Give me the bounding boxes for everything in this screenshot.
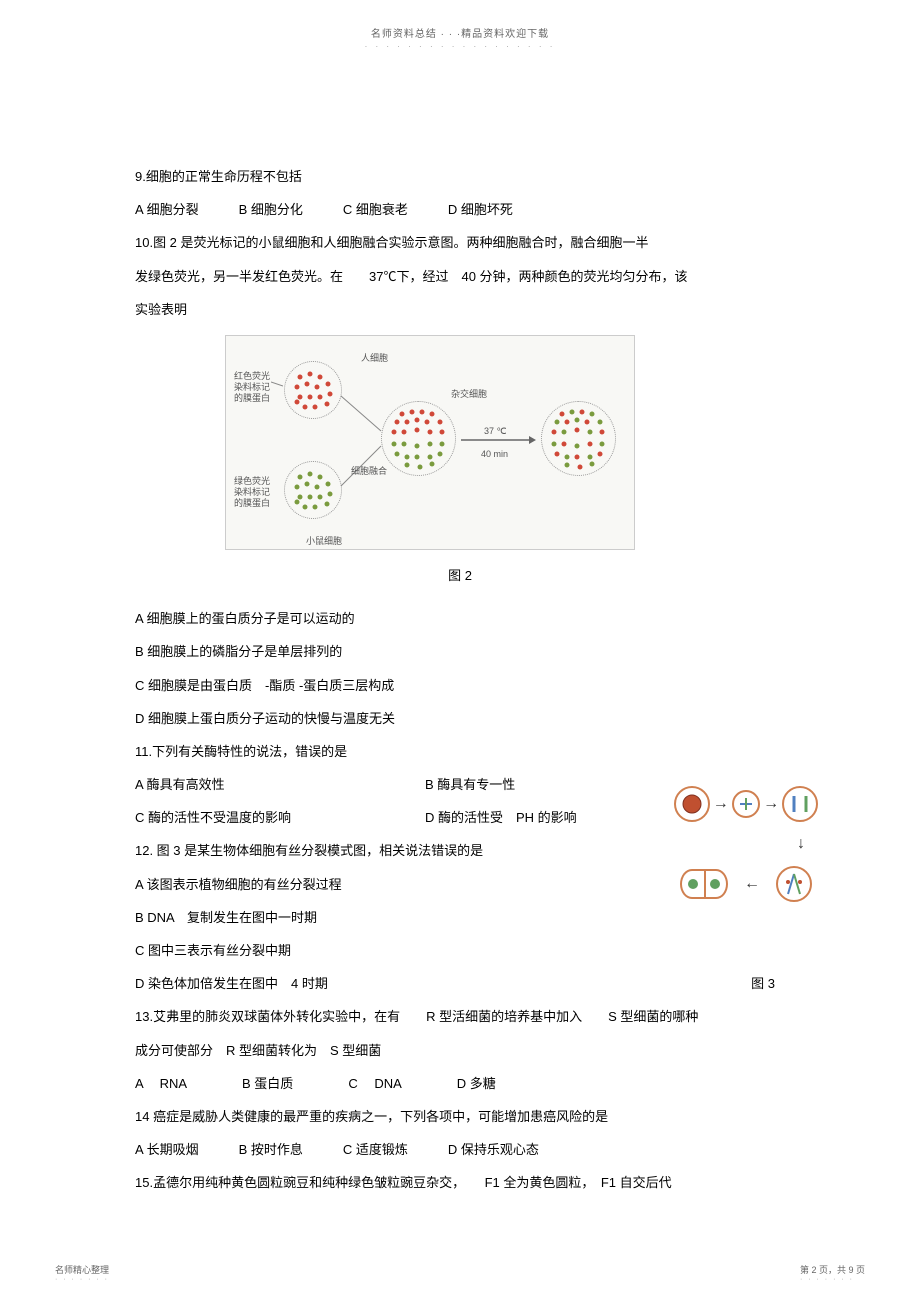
- fig2-mouse-cell: [284, 461, 342, 519]
- fig3-cell3: [782, 786, 818, 822]
- q10-optD: D 细胞膜上蛋白质分子运动的快慢与温度无关: [135, 703, 785, 734]
- fig2-human-dots: [285, 362, 343, 420]
- fig2-human-cell: [284, 361, 342, 419]
- footer-left-text: 名师精心整理: [55, 1263, 109, 1276]
- fig2-green-label: 绿色荧光 染料标记 的膜蛋白: [234, 476, 270, 508]
- q11-optA: A 酶具有高效性: [135, 769, 425, 800]
- header-dots: · · · · · · · · · · · · · · · · · ·: [0, 42, 920, 51]
- fig3-row1: → →: [672, 773, 820, 835]
- figure-3: → → ↓ ←: [672, 773, 820, 908]
- q13-line2: 成分可使部分 R 型细菌转化为 S 型细菌: [135, 1035, 785, 1066]
- q11-optD: D 酶的活性受 PH 的影响: [425, 802, 577, 833]
- fig2-hybrid-cell: [381, 401, 456, 476]
- fig3-down-arrow: ↓: [672, 835, 820, 853]
- figure2-caption: 图 2: [135, 560, 785, 591]
- q13-optB: B 蛋白质: [242, 1068, 293, 1099]
- q14-options: A 长期吸烟 B 按时作息 C 适度锻炼 D 保持乐观心态: [135, 1134, 785, 1165]
- fig2-mixed-dots: [542, 402, 617, 477]
- fig3-cell1: [674, 786, 710, 822]
- fig3-arrow1: →: [713, 795, 729, 813]
- fig2-red-line: [271, 376, 283, 388]
- document-content: 9.细胞的正常生命历程不包括 A 细胞分裂 B 细胞分化 C 细胞衰老 D 细胞…: [0, 51, 920, 1199]
- q11-optC: C 酶的活性不受温度的影响: [135, 802, 425, 833]
- fig3-c5b-svg: [706, 871, 726, 897]
- q12-row-d: D 染色体加倍发生在图中 4 时期 图 3: [135, 968, 785, 999]
- figure-2: 人细胞 红色荧光 染料标记 的膜蛋白 杂交细胞: [225, 335, 635, 550]
- fig2-mouse-dots: [285, 462, 343, 520]
- q13-optC: C DNA: [348, 1068, 401, 1099]
- q9-text: 9.细胞的正常生命历程不包括: [135, 161, 785, 192]
- q12-optC: C 图中三表示有丝分裂中期: [135, 935, 785, 966]
- q13-options: A RNA B 蛋白质 C DNA D 多糖: [135, 1068, 785, 1099]
- q9-optA: A 细胞分裂: [135, 194, 199, 225]
- q10-optB: B 细胞膜上的磷脂分子是单层排列的: [135, 636, 785, 667]
- footer-left-dots: · · · · · · ·: [55, 1276, 109, 1283]
- fig3-arrow2: →: [763, 795, 779, 813]
- fig2-fusion-label: 细胞融合: [351, 461, 387, 483]
- footer-right-text: 第 2 页，共 9 页: [800, 1263, 865, 1276]
- fig3-cell5b: [704, 869, 728, 899]
- fig3-arrow3: ←: [744, 875, 760, 893]
- footer-right: 第 2 页，共 9 页 · · · · · · ·: [800, 1263, 865, 1283]
- q14-text: 14 癌症是威胁人类健康的最严重的疾病之一，下列各项中，可能增加患癌风险的是: [135, 1101, 785, 1132]
- q10-line3: 实验表明: [135, 294, 785, 325]
- q12-optD: D 染色体加倍发生在图中 4 时期: [135, 968, 328, 999]
- q11-optB: B 酶具有专一性: [425, 769, 515, 800]
- fig3-row2: ←: [672, 853, 820, 915]
- fig2-red-label: 红色荧光 染料标记 的膜蛋白: [234, 371, 270, 403]
- footer-right-dots: · · · · · · ·: [800, 1276, 865, 1283]
- fig2-line-top: [336, 391, 386, 441]
- q9-options: A 细胞分裂 B 细胞分化 C 细胞衰老 D 细胞坏死: [135, 194, 785, 225]
- fig3-cell5-pair: [680, 869, 728, 899]
- q9-optB: B 细胞分化: [239, 194, 303, 225]
- fig2-mixed-cell: [541, 401, 616, 476]
- fig3-c1-svg: [676, 788, 708, 820]
- fig3-c5a-svg: [682, 871, 702, 897]
- fig3-c4-svg: [778, 868, 810, 900]
- fig3-cell5a: [680, 869, 704, 899]
- q10-optC: C 细胞膜是由蛋白质 -酯质 -蛋白质三层构成: [135, 670, 785, 701]
- q14-optC: C 适度锻炼: [343, 1134, 408, 1165]
- q10-line1: 10.图 2 是荧光标记的小鼠细胞和人细胞融合实验示意图。两种细胞融合时，融合细…: [135, 227, 785, 258]
- fig2-hybrid-dots: [382, 402, 457, 477]
- q10-line2: 发绿色荧光，另一半发红色荧光。在 37℃下，经过 40 分钟，两种颜色的荧光均匀…: [135, 261, 785, 292]
- q13-optD: D 多糖: [457, 1068, 496, 1099]
- q11-text: 11.下列有关酶特性的说法，错误的是: [135, 736, 785, 767]
- q10-optA: A 细胞膜上的蛋白质分子是可以运动的: [135, 603, 785, 634]
- footer-left: 名师精心整理 · · · · · · ·: [55, 1263, 109, 1283]
- fig3-c2-svg: [734, 792, 758, 816]
- q14-optD: D 保持乐观心态: [448, 1134, 539, 1165]
- fig3-cell4: [776, 866, 812, 902]
- fig3-cell2: [732, 790, 760, 818]
- fig2-human-label: 人细胞: [361, 348, 388, 370]
- fig3-c3-svg: [784, 788, 816, 820]
- q15-text: 15.孟德尔用纯种黄色圆粒豌豆和纯种绿色皱粒豌豆杂交， F1 全为黄色圆粒， F…: [135, 1167, 785, 1198]
- q12-fig-label: 图 3: [751, 968, 775, 999]
- header-text: 名师资料总结 · · ·精品资料欢迎下载: [0, 0, 920, 40]
- fig2-mouse-label: 小鼠细胞: [306, 531, 342, 553]
- fig2-time-label: 40 min: [481, 444, 508, 466]
- q14-optB: B 按时作息: [239, 1134, 303, 1165]
- q14-optA: A 长期吸烟: [135, 1134, 199, 1165]
- q13-optA: A RNA: [135, 1068, 187, 1099]
- fig2-temp-label: 37 ℃: [484, 421, 507, 443]
- q9-optC: C 细胞衰老: [343, 194, 408, 225]
- q13-line1: 13.艾弗里的肺炎双球菌体外转化实验中，在有 R 型活细菌的培养基中加入 S 型…: [135, 1001, 785, 1032]
- q9-optD: D 细胞坏死: [448, 194, 513, 225]
